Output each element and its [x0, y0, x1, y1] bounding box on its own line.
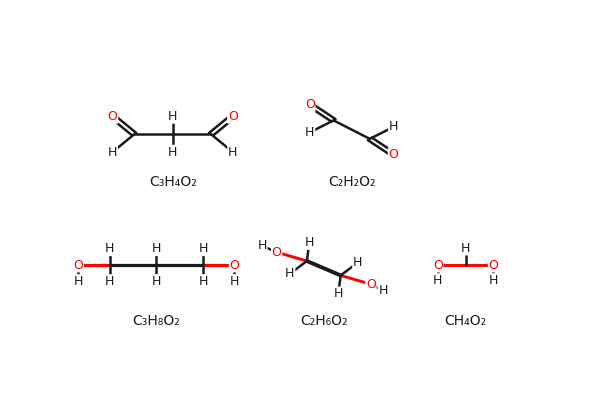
- Text: H: H: [74, 275, 83, 288]
- Text: H: H: [285, 267, 295, 280]
- Text: H: H: [199, 275, 208, 288]
- Text: H: H: [334, 287, 343, 300]
- Text: H: H: [152, 275, 161, 288]
- Text: H: H: [461, 242, 470, 255]
- Text: H: H: [305, 126, 314, 139]
- Text: H: H: [353, 256, 362, 269]
- Text: H: H: [152, 242, 161, 255]
- Text: H: H: [228, 146, 238, 158]
- Text: C₂H₂O₂: C₂H₂O₂: [328, 175, 376, 189]
- Text: O: O: [366, 278, 376, 291]
- Text: H: H: [105, 275, 114, 288]
- Text: H: H: [168, 110, 178, 123]
- Text: H: H: [257, 239, 267, 252]
- Text: O: O: [305, 98, 315, 111]
- Text: H: H: [433, 274, 442, 287]
- Text: H: H: [389, 120, 398, 133]
- Text: H: H: [489, 274, 498, 287]
- Text: O: O: [73, 259, 83, 272]
- Text: C₃H₄O₂: C₃H₄O₂: [149, 175, 197, 189]
- Text: O: O: [389, 148, 398, 161]
- Text: O: O: [272, 246, 281, 259]
- Text: H: H: [168, 146, 178, 158]
- Text: O: O: [230, 259, 239, 272]
- Text: O: O: [228, 110, 238, 123]
- Text: O: O: [107, 110, 118, 123]
- Text: H: H: [305, 236, 314, 249]
- Text: H: H: [105, 242, 114, 255]
- Text: C₂H₆O₂: C₂H₆O₂: [300, 314, 347, 328]
- Text: H: H: [108, 146, 117, 158]
- Text: C₃H₈O₂: C₃H₈O₂: [133, 314, 180, 328]
- Text: O: O: [433, 259, 443, 272]
- Text: H: H: [199, 242, 208, 255]
- Text: H: H: [379, 284, 388, 297]
- Text: O: O: [488, 259, 499, 272]
- Text: H: H: [230, 275, 239, 288]
- Text: CH₄O₂: CH₄O₂: [445, 314, 487, 328]
